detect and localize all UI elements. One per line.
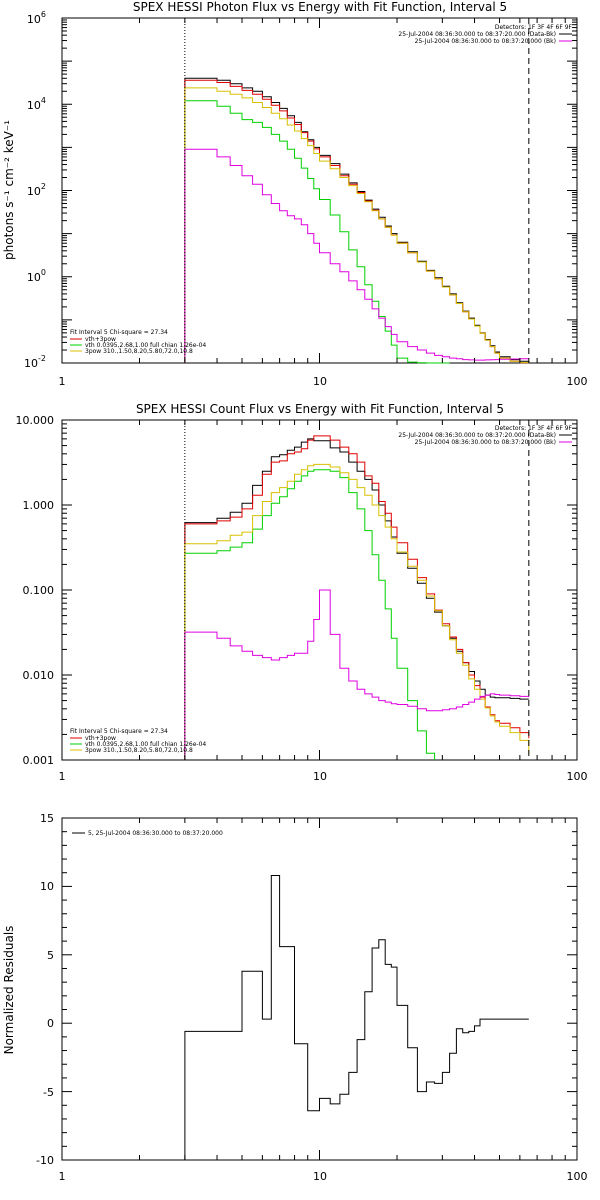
photon-fit-entry-2: 3pow 310.,1.50,8.20,5.80,72.0,10.8 [85, 348, 193, 355]
photon-ytick-base-0: 10-2 [24, 354, 46, 370]
count-xtick-10: 10 [313, 770, 327, 783]
residuals-panel: 1 10 100 15 10 5 0 -5 -10 Normalized Res… [2, 812, 588, 1183]
series-line-0-4 [184, 148, 530, 363]
photon-fit-entry-0: vth+3pow [85, 336, 116, 343]
series-line-1-2 [184, 469, 436, 760]
count-ytick-4: 10.000 [16, 414, 55, 427]
series-line-0-2 [184, 100, 450, 364]
residuals-ytick-0: 0 [47, 1017, 54, 1030]
residuals-xtick-1: 1 [59, 1170, 66, 1183]
count-series-group [184, 435, 530, 760]
photon-ytick-base-2: 102 [27, 182, 46, 198]
photon-flux-panel: SPEX HESSI Photon Flux vs Energy with Fi… [2, 0, 588, 388]
residuals-xtick-100: 100 [567, 1170, 588, 1183]
count-legend-bk: 25-Jul-2004 08:36:30.000 to 08:37:20.000… [415, 439, 556, 446]
photon-ylabel: photons s⁻¹ cm⁻² keV⁻¹ [2, 120, 16, 260]
series-line-1-3 [184, 463, 530, 760]
count-fit-entry-1: vth 0.0395,2.68,1.00 full chian 1.26e-04 [85, 741, 206, 748]
residuals-ytick-10: 10 [40, 880, 54, 893]
count-ytick-2: 0.100 [23, 584, 55, 597]
count-ticks [61, 419, 577, 761]
photon-panel-title: SPEX HESSI Photon Flux vs Energy with Fi… [133, 0, 507, 14]
photon-xtick-1: 1 [59, 375, 66, 388]
series-line-1-4 [184, 589, 530, 760]
count-xtick-100: 100 [567, 770, 588, 783]
count-vlines [184, 420, 530, 760]
count-legend-data-bk: 25-Jul-2004 08:36:30.000 to 08:37:20.000… [398, 432, 556, 439]
photon-series-group [184, 77, 530, 364]
count-ytick-1: 0.010 [23, 669, 55, 682]
photon-ytick-base-3: 104 [27, 96, 46, 112]
photon-legend-data-bk: 25-Jul-2004 08:36:30.000 to 08:37:20.000… [398, 31, 556, 38]
series-line-0-0 [184, 77, 530, 363]
residuals-series-group [184, 875, 529, 1160]
count-fit-header: Fit Interval 5 Chi-square = 27.34 [70, 728, 168, 735]
series-line-0-3 [184, 87, 530, 364]
residuals-legend: 5, 25-Jul-2004 08:36:30.000 to 08:37:20.… [88, 830, 223, 837]
photon-fit-entry-1: vth 0.0395,2.68,1.00 full chian 1.26e-04 [85, 342, 206, 349]
count-ytick-3: 1.000 [23, 499, 55, 512]
count-panel-title: SPEX HESSI Count Flux vs Energy with Fit… [136, 402, 504, 416]
residuals-ytick-m10: -10 [36, 1154, 54, 1167]
photon-ytick-base-4: 106 [27, 10, 46, 26]
residuals-ytick-m5: -5 [43, 1086, 54, 1099]
count-xtick-1: 1 [59, 770, 66, 783]
photon-vlines [184, 18, 530, 363]
series-line-0-1 [184, 79, 530, 364]
count-flux-panel: SPEX HESSI Count Flux vs Energy with Fit… [16, 402, 588, 783]
residuals-ticks [61, 817, 577, 1161]
count-ytick-0: 0.001 [23, 754, 55, 767]
photon-xtick-100: 100 [567, 375, 588, 388]
residuals-ytick-5: 5 [47, 949, 54, 962]
photon-legend-bk: 25-Jul-2004 08:36:30.000 to 08:37:20.000… [415, 38, 556, 45]
residuals-ylabel: Normalized Residuals [2, 926, 16, 1055]
photon-fit-header: Fit Interval 5 Chi-square = 27.34 [70, 329, 168, 336]
residuals-xtick-10: 10 [313, 1170, 327, 1183]
count-fit-entry-2: 3pow 310.,1.50,8.20,5.80,72.0,10.8 [85, 747, 193, 754]
photon-ytick-base-1: 100 [27, 268, 46, 284]
count-fit-entry-0: vth+3pow [85, 735, 116, 742]
series-line-1-1 [184, 435, 530, 760]
count-legend-detectors: Detectors: 1F 3F 4F 6F 9F [495, 425, 573, 432]
series-line-2-0 [184, 875, 529, 1160]
photon-xtick-10: 10 [313, 375, 327, 388]
residuals-ytick-15: 15 [40, 812, 54, 825]
photon-legend-detectors: Detectors: 1F 3F 4F 6F 9F [495, 24, 573, 31]
photon-ticks [61, 17, 577, 364]
